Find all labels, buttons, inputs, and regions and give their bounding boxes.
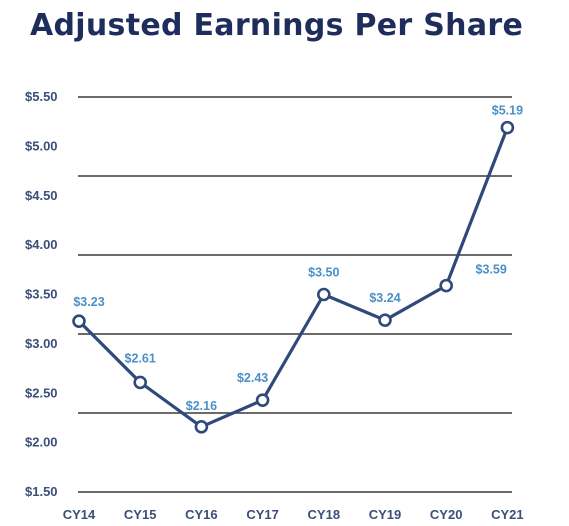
gridlines	[78, 96, 512, 493]
data-label-cy14: $3.23	[73, 295, 104, 309]
data-label-cy20: $3.59	[476, 263, 507, 277]
y-tick-label: $5.00	[25, 138, 58, 153]
y-tick-label: $5.50	[25, 89, 58, 104]
x-tick-label: CY21	[491, 507, 524, 522]
data-label-cy19: $3.24	[369, 291, 400, 305]
data-label-cy15: $2.61	[125, 351, 156, 365]
data-point-cy21	[500, 120, 515, 135]
y-tick-label: $2.00	[25, 435, 58, 450]
data-point-cy14	[72, 314, 86, 328]
chart-title: Adjusted Earnings Per Share	[30, 8, 524, 43]
data-point-cy17	[255, 393, 270, 407]
y-tick-label: $1.50	[25, 484, 58, 499]
data-point-cy19	[378, 313, 392, 327]
data-label-cy21: $5.19	[492, 104, 523, 118]
x-tick-label: CY14	[63, 507, 96, 522]
data-labels: $3.23 $2.61 $2.16 $2.43 $3.50 $3.24 $3.59 $5.19	[73, 104, 523, 413]
eps-series	[72, 120, 515, 434]
x-tick-label: CY17	[246, 507, 279, 522]
y-axis-tick-labels: $1.50 $2.00 $2.50 $3.00 $3.50 $4.00 $4.50 $5.00…	[25, 89, 58, 499]
x-tick-label: CY18	[308, 507, 341, 522]
data-point-cy15	[133, 375, 147, 390]
y-tick-label: $4.50	[25, 188, 58, 203]
y-tick-label: $2.50	[25, 385, 58, 400]
x-tick-label: CY19	[369, 507, 402, 522]
data-label-cy16: $2.16	[186, 399, 217, 413]
y-tick-label: $4.00	[25, 237, 58, 252]
data-label-cy17: $2.43	[237, 371, 268, 385]
x-tick-label: CY15	[124, 507, 157, 522]
eps-series-line	[77, 127, 509, 429]
x-tick-label: CY16	[185, 507, 218, 522]
data-point-cy18	[316, 287, 331, 302]
data-point-cy16	[194, 420, 209, 434]
data-point-cy20	[439, 278, 454, 293]
y-tick-label: $3.50	[25, 287, 58, 302]
x-tick-label: CY20	[430, 507, 463, 522]
data-label-cy18: $3.50	[308, 266, 339, 280]
x-axis-tick-labels: CY14 CY15 CY16 CY17 CY18 CY19 CY20 CY21	[63, 507, 524, 522]
y-tick-label: $3.00	[25, 336, 58, 351]
